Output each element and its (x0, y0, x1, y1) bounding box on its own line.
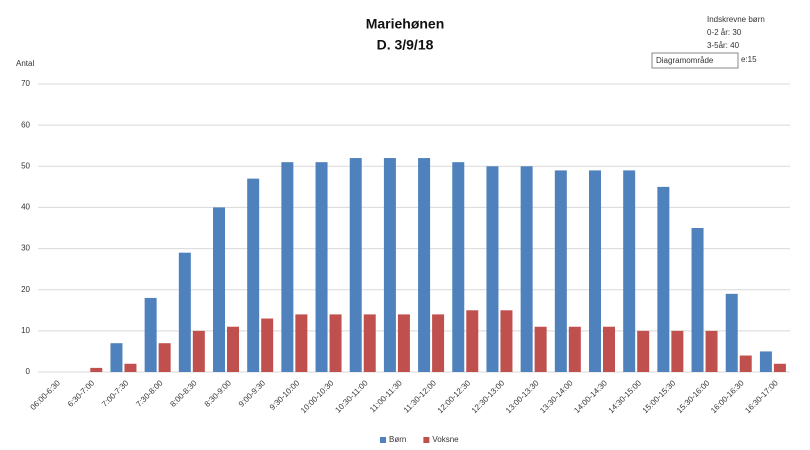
legend-swatch (423, 437, 430, 443)
bar (739, 355, 752, 372)
bar (397, 314, 410, 372)
bar (90, 367, 103, 372)
x-tick-label: 12:00-12:30 (436, 378, 473, 415)
bar (486, 166, 499, 372)
bar (466, 310, 479, 372)
x-tick-label: 9:00-9:30 (237, 378, 268, 409)
x-tick-label: 15:30-16:00 (675, 378, 712, 415)
annotation: Indskrevne børn (707, 15, 765, 24)
bar (657, 186, 670, 372)
x-tick-label: 14:00-14:30 (572, 378, 609, 415)
y-tick-label: 40 (21, 203, 30, 212)
bar (500, 310, 513, 372)
bar (349, 158, 362, 372)
bar (295, 314, 308, 372)
legend-label: Voksne (432, 435, 459, 444)
bar (705, 330, 718, 372)
x-tick-label: 10:00-10:30 (299, 378, 336, 415)
bar (534, 326, 547, 372)
tooltip-box (651, 52, 739, 69)
bar (623, 170, 636, 372)
x-tick-label: 16:00-16:30 (709, 378, 746, 415)
x-tick-label: 12:30-13:00 (470, 378, 507, 415)
chart-subtitle: D. 3/9/18 (377, 37, 434, 53)
x-tick-label: 14:30-15:00 (607, 378, 644, 415)
bar (144, 297, 157, 372)
bar (603, 326, 615, 372)
bar (363, 314, 376, 372)
x-tick-label: 13:00-13:30 (504, 378, 541, 415)
bar (110, 343, 123, 372)
bar (192, 330, 205, 372)
bar (773, 363, 786, 372)
x-tick-label: 7:30-8:00 (134, 378, 165, 409)
bar (432, 314, 445, 372)
annotation: 0-2 år: 30 (707, 28, 742, 37)
x-tick-label: 16:30-17:00 (743, 378, 780, 415)
bar (178, 252, 191, 372)
y-tick-label: 60 (21, 120, 30, 129)
bar (329, 314, 342, 372)
y-tick-label: 0 (26, 367, 31, 376)
annotation: e:15 (741, 55, 757, 64)
bar (158, 343, 171, 372)
y-tick-label: 10 (21, 326, 30, 335)
bar (691, 228, 704, 372)
x-tick-label: 10:30-11:00 (333, 378, 370, 415)
bar (568, 326, 581, 372)
bar (520, 166, 533, 372)
bar (725, 293, 738, 372)
bar (759, 351, 772, 372)
legend-label: Børn (389, 435, 406, 444)
x-tick-label: 06:00-6:30 (29, 378, 63, 412)
y-tick-label: 30 (21, 244, 30, 253)
tooltip: Diagramområde (656, 56, 714, 65)
bar (315, 162, 328, 372)
annotation: 3-5år: 40 (707, 41, 740, 50)
x-tick-label: 11:00-11:30 (368, 378, 404, 414)
bar (452, 162, 465, 372)
bar (671, 330, 684, 372)
x-tick-label: 13:30-14:00 (538, 378, 575, 415)
y-axis-label: Antal (16, 59, 34, 68)
bar (418, 158, 431, 372)
bar (554, 170, 567, 372)
bar (261, 318, 274, 372)
bar (383, 158, 396, 372)
y-tick-label: 50 (21, 161, 30, 170)
x-tick-label: 9:30-10:00 (268, 378, 302, 412)
bar (124, 363, 137, 372)
x-tick-label: 7:00-7:30 (100, 378, 131, 409)
x-tick-label: 8:30-9:00 (203, 378, 234, 409)
y-tick-label: 70 (21, 79, 30, 88)
bar (213, 207, 225, 372)
bar (281, 162, 294, 372)
x-tick-label: 11:30-12:00 (402, 378, 439, 415)
x-tick-label: 6:30-7:00 (66, 378, 97, 409)
chart-title: Mariehønen (366, 16, 445, 32)
y-tick-label: 20 (21, 285, 30, 294)
legend-swatch (380, 437, 386, 443)
bar (247, 178, 260, 372)
bar (637, 330, 650, 372)
x-tick-label: 8:00-8:30 (168, 378, 199, 409)
bar (589, 170, 601, 372)
bar (227, 326, 239, 372)
x-tick-label: 15:00-15:30 (641, 378, 678, 415)
